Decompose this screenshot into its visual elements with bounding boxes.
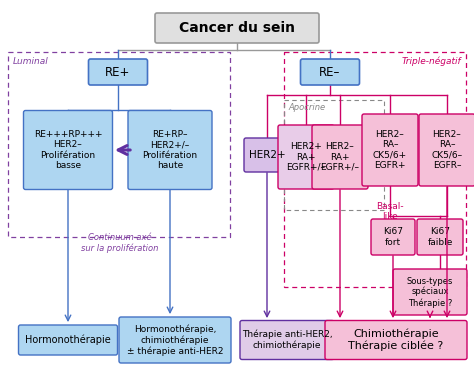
Text: Chimiothérapie
Thérapie ciblée ?: Chimiothérapie Thérapie ciblée ? xyxy=(348,329,444,351)
FancyBboxPatch shape xyxy=(244,138,290,172)
FancyBboxPatch shape xyxy=(24,110,112,189)
Text: RE–: RE– xyxy=(319,65,341,78)
Text: Hormonothérapie,
chimiothérapie
± thérapie anti-HER2: Hormonothérapie, chimiothérapie ± thérap… xyxy=(127,324,223,356)
Bar xyxy=(8,52,230,237)
FancyBboxPatch shape xyxy=(393,269,467,315)
FancyBboxPatch shape xyxy=(301,59,359,85)
FancyBboxPatch shape xyxy=(278,125,334,189)
Text: Cancer du sein: Cancer du sein xyxy=(179,21,295,35)
Text: HER2+: HER2+ xyxy=(249,150,285,160)
Text: Luminal: Luminal xyxy=(13,57,49,66)
FancyBboxPatch shape xyxy=(371,219,415,255)
FancyBboxPatch shape xyxy=(419,114,474,186)
Text: RE+RP–
HER2+/–
Prolifération
haute: RE+RP– HER2+/– Prolifération haute xyxy=(143,130,198,170)
Text: HER2–
RA+
EGFR+/–: HER2– RA+ EGFR+/– xyxy=(320,142,359,172)
FancyBboxPatch shape xyxy=(362,114,418,186)
Text: Ki67
fort: Ki67 fort xyxy=(383,227,403,247)
Text: Ki67
faible: Ki67 faible xyxy=(428,227,453,247)
Text: Triple-négatif: Triple-négatif xyxy=(401,57,461,66)
FancyBboxPatch shape xyxy=(417,219,463,255)
Text: Sous-types
spéciaux
Thérapie ?: Sous-types spéciaux Thérapie ? xyxy=(407,277,453,308)
FancyBboxPatch shape xyxy=(312,125,368,189)
FancyBboxPatch shape xyxy=(240,320,334,359)
Text: RE+++RP+++
HER2–
Prolifération
basse: RE+++RP+++ HER2– Prolifération basse xyxy=(34,130,102,170)
Text: Basal-
like: Basal- like xyxy=(376,202,404,222)
FancyBboxPatch shape xyxy=(18,325,118,355)
FancyBboxPatch shape xyxy=(155,13,319,43)
Text: HER2+
RA+
EGFR+/–: HER2+ RA+ EGFR+/– xyxy=(286,142,326,172)
FancyBboxPatch shape xyxy=(119,317,231,363)
Text: Apocrine: Apocrine xyxy=(288,103,325,112)
Text: Hormonothérapie: Hormonothérapie xyxy=(25,335,111,345)
Text: Thérapie anti-HER2,
chimiothérapie: Thérapie anti-HER2, chimiothérapie xyxy=(242,330,332,350)
FancyBboxPatch shape xyxy=(89,59,147,85)
Text: RE+: RE+ xyxy=(105,65,131,78)
Text: Continuum axé
sur la prolifération: Continuum axé sur la prolifération xyxy=(82,233,159,253)
Text: HER2–
RA–
CK5/6+
EGFR+: HER2– RA– CK5/6+ EGFR+ xyxy=(373,130,407,170)
Bar xyxy=(284,100,384,210)
FancyBboxPatch shape xyxy=(325,320,467,359)
Text: HER2–
RA–
CK5/6–
EGFR–: HER2– RA– CK5/6– EGFR– xyxy=(431,130,463,170)
Bar xyxy=(284,52,466,287)
FancyBboxPatch shape xyxy=(128,110,212,189)
